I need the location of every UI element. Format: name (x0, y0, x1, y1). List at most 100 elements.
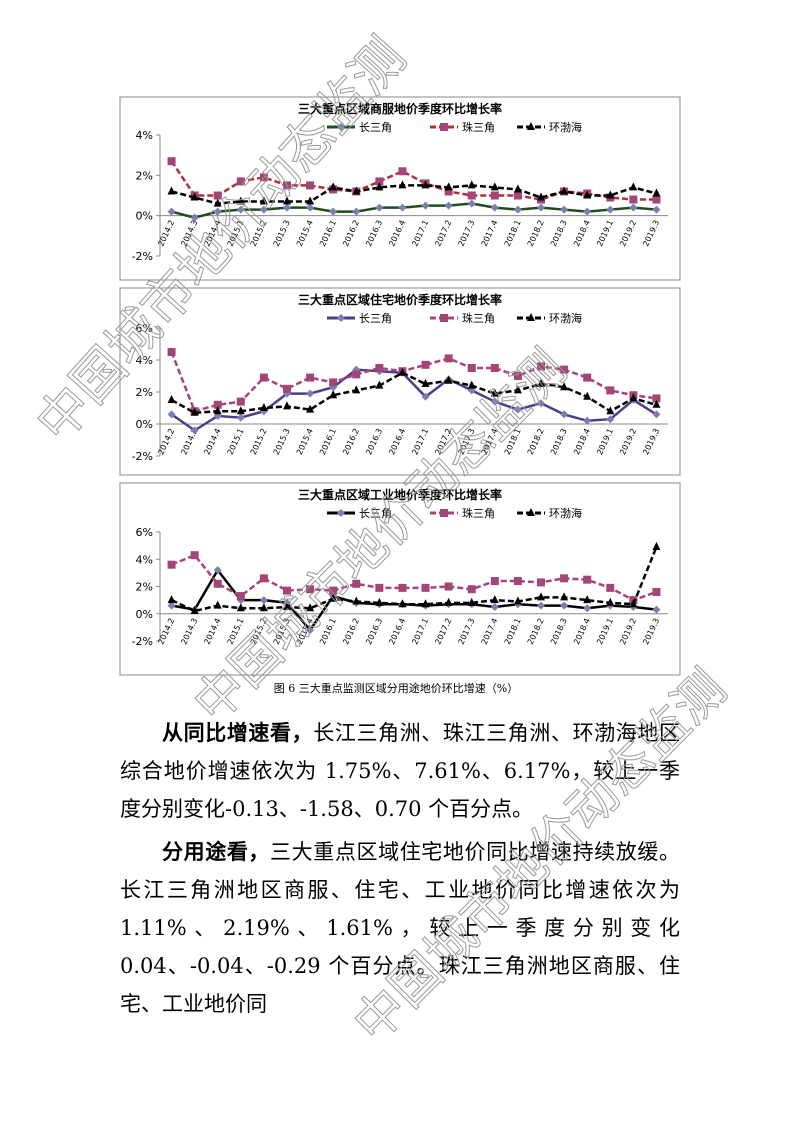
marker (213, 600, 222, 609)
marker (537, 592, 545, 601)
marker (467, 597, 476, 606)
marker (490, 595, 499, 604)
marker (560, 410, 569, 419)
marker (259, 603, 268, 612)
series-line (171, 184, 657, 205)
y-tick-label: 6% (136, 526, 153, 539)
marker (652, 605, 661, 614)
marker (213, 191, 222, 200)
legend-label: 环渤海 (549, 120, 582, 134)
marker (629, 393, 638, 402)
marker (583, 190, 592, 199)
marker (236, 592, 245, 601)
chart-title: 三大重点区域住宅地价季度环比增长率 (298, 292, 502, 307)
marker (213, 207, 222, 216)
marker (190, 192, 199, 201)
marker (583, 595, 592, 604)
marker (513, 184, 522, 193)
marker (375, 177, 384, 186)
marker (190, 606, 199, 615)
marker (306, 389, 315, 398)
marker (236, 177, 245, 186)
marker (167, 348, 176, 356)
legend-marker (440, 509, 448, 517)
marker (537, 379, 545, 387)
marker (444, 187, 453, 196)
marker (560, 574, 569, 583)
marker (259, 574, 268, 583)
marker (513, 596, 522, 605)
marker (560, 382, 569, 391)
series-line (170, 351, 657, 413)
marker (329, 593, 338, 602)
marker (652, 195, 661, 204)
y-tick-label: 4% (136, 354, 153, 367)
marker (421, 180, 430, 189)
marker (306, 196, 315, 205)
marker (167, 207, 176, 216)
legend-label: 长三角 (359, 121, 392, 134)
legend-label: 珠三角 (462, 311, 495, 325)
marker (283, 601, 291, 610)
marker (467, 585, 476, 594)
legend-marker (527, 313, 535, 321)
marker (259, 596, 268, 605)
marker (190, 213, 199, 222)
legend-marker (527, 508, 535, 516)
marker (283, 203, 291, 212)
marker (490, 577, 499, 586)
marker (375, 364, 384, 372)
legend-label: 珠三角 (462, 506, 495, 520)
marker (306, 603, 315, 612)
y-tick-label: 4% (136, 553, 153, 566)
marker (167, 595, 176, 604)
chart-frame (119, 287, 681, 476)
marker (329, 390, 338, 399)
marker (259, 205, 268, 214)
marker (167, 186, 176, 195)
text: 长江三角洲、珠江三角洲、环渤海地区综合地价增速依次为 1.75%、7.61%、6… (120, 721, 681, 821)
marker (467, 199, 476, 208)
marker (236, 413, 245, 422)
marker (606, 415, 615, 424)
marker (398, 180, 407, 189)
marker (490, 388, 499, 397)
marker (652, 399, 661, 408)
marker (583, 373, 592, 382)
marker (560, 365, 569, 374)
y-tick-label: -2% (132, 250, 153, 263)
legend-label: 长三角 (359, 507, 392, 520)
marker (306, 203, 315, 212)
marker (583, 416, 592, 425)
marker (652, 394, 661, 403)
text: 三大重点区域住宅地价同比增速持续放缓。长江三角洲地区商服、住宅、工业地价同比增速… (120, 840, 681, 1016)
marker (375, 203, 384, 212)
marker (606, 190, 615, 199)
marker (537, 578, 545, 587)
series-line (171, 202, 657, 219)
legend-marker (440, 314, 448, 322)
marker (190, 407, 199, 416)
marker (352, 370, 361, 379)
marker (283, 401, 291, 410)
marker (537, 203, 545, 212)
marker (398, 167, 407, 176)
paragraph: 从同比增速看，长江三角洲、珠江三角洲、环渤海地区综合地价增速依次为 1.75%、… (120, 714, 680, 828)
marker (375, 182, 384, 191)
marker (652, 587, 661, 596)
marker (213, 400, 222, 409)
legend-marker (527, 122, 535, 130)
chart-frame (119, 96, 681, 281)
marker (513, 577, 522, 586)
marker (606, 406, 615, 415)
marker (283, 181, 291, 190)
marker (236, 397, 245, 406)
marker (213, 579, 222, 588)
marker (421, 379, 430, 387)
marker (421, 599, 430, 608)
y-tick-label: 0% (136, 418, 153, 431)
marker (421, 392, 430, 401)
marker (629, 182, 638, 191)
marker (467, 180, 476, 189)
marker (652, 541, 661, 550)
